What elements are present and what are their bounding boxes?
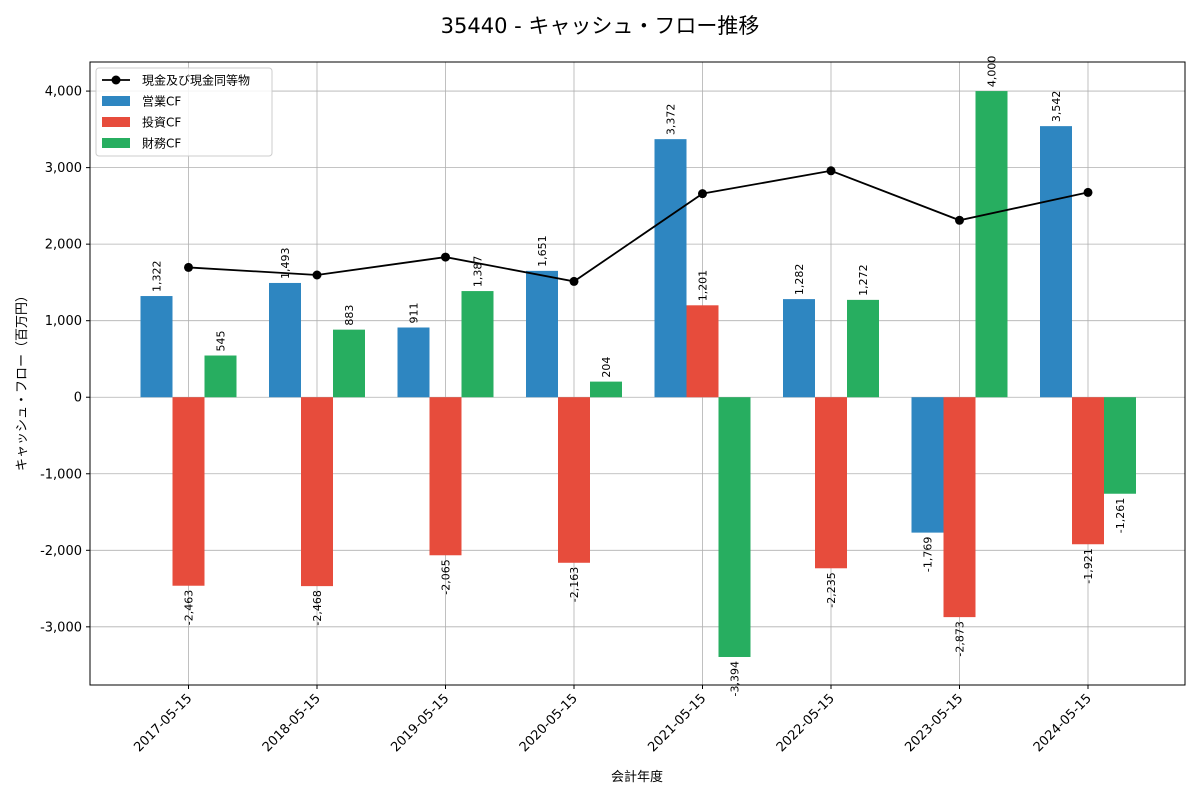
legend-label: 現金及び現金同等物 xyxy=(142,73,250,88)
cash-line-point xyxy=(1083,187,1093,197)
operating-data-label: 3,372 xyxy=(665,104,678,136)
operating-bar xyxy=(1040,126,1072,398)
operating-bar xyxy=(911,397,944,533)
chart-title: 35440 - キャッシュ・フロー推移 xyxy=(441,14,760,38)
cash-line-point xyxy=(441,252,450,262)
x-tick-label: 2018-05-15 xyxy=(260,691,324,755)
financing-data-label: 545 xyxy=(215,331,228,352)
y-tick-label: -1,000 xyxy=(40,467,82,482)
cash-line-point xyxy=(955,215,964,225)
y-axis-label: キャッシュ・フロー（百万円） xyxy=(15,289,30,471)
operating-bar xyxy=(140,296,173,398)
investing-bar xyxy=(558,397,590,563)
axes: -3,000 -2,000 -1,000 0 1,000 2,000 3,000 4,000 2… xyxy=(40,61,1186,755)
operating-bar xyxy=(397,327,430,398)
legend-box xyxy=(95,67,273,157)
financing-data-label: -1,261 xyxy=(1114,498,1127,533)
operating-data-label: 911 xyxy=(408,303,421,324)
financing-data-label: 204 xyxy=(600,357,613,378)
cash-line-point xyxy=(569,276,579,286)
financing-bar xyxy=(461,291,494,398)
y-tick-label: 3,000 xyxy=(45,161,82,176)
y-tick-label: -2,000 xyxy=(40,544,82,559)
operating-bar xyxy=(526,270,558,398)
x-axis-label: 会計年度 xyxy=(611,769,663,785)
investing-data-label: -1,921 xyxy=(1082,548,1095,583)
x-tick-label: 2019-05-15 xyxy=(388,691,452,755)
cash-line xyxy=(184,166,1093,286)
financing-data-label: -3,394 xyxy=(729,661,742,696)
financing-bar xyxy=(975,91,1008,398)
financing-bar xyxy=(333,329,365,398)
financing-data-label: 1,272 xyxy=(857,264,870,296)
legend-swatch xyxy=(102,117,130,127)
financing-data-label: 1,387 xyxy=(472,256,485,288)
investing-data-label: -2,235 xyxy=(825,572,838,607)
operating-data-label: 3,542 xyxy=(1050,91,1063,123)
legend-label: 投資CF xyxy=(142,115,181,130)
operating-data-label: 1,282 xyxy=(793,264,806,296)
investing-data-label: -2,065 xyxy=(440,559,453,594)
investing-data-label: -2,163 xyxy=(568,567,581,602)
operating-data-label: 1,493 xyxy=(279,247,292,279)
cash-line-point xyxy=(826,166,836,176)
x-tick-label: 2017-05-15 xyxy=(131,691,195,755)
x-tick-label: 2023-05-15 xyxy=(902,691,966,755)
legend-swatch xyxy=(102,96,130,106)
legend-swatch xyxy=(102,138,130,148)
plot-frame xyxy=(89,61,1186,686)
investing-bar xyxy=(429,397,462,556)
investing-data-label: -2,873 xyxy=(954,621,967,656)
data-labels: 1,322 1,493 911 1,651 3,372 1,282 -1,769 3,542 -… xyxy=(151,56,1128,697)
investing-bar xyxy=(686,305,719,398)
investing-bar xyxy=(1072,397,1104,545)
cash-line-path xyxy=(188,169,1089,283)
operating-bar xyxy=(783,299,815,398)
financing-data-label: 883 xyxy=(343,305,356,326)
y-tick-label: 0 xyxy=(74,391,82,406)
y-tick-label: 4,000 xyxy=(45,85,82,100)
financing-data-label: 4,000 xyxy=(986,56,999,88)
operating-data-label: 1,651 xyxy=(536,235,549,267)
investing-data-label: 1,201 xyxy=(697,270,710,302)
cash-line-point xyxy=(184,262,193,272)
y-tick-label: 2,000 xyxy=(45,238,82,253)
x-tick-label: 2020-05-15 xyxy=(517,691,581,755)
financing-bar xyxy=(1104,397,1136,494)
cash-line-point xyxy=(698,189,707,199)
operating-bar xyxy=(654,139,687,398)
bars xyxy=(140,91,1136,657)
investing-data-label: -2,468 xyxy=(311,590,324,625)
investing-bar xyxy=(172,397,205,586)
x-tick-label: 2021-05-15 xyxy=(645,691,709,755)
investing-bar xyxy=(301,397,333,587)
investing-bar xyxy=(943,397,976,618)
operating-data-label: 1,322 xyxy=(151,261,164,293)
financing-bar xyxy=(847,299,879,398)
financing-bar xyxy=(718,397,751,657)
y-tick-label: -3,000 xyxy=(40,620,82,635)
legend-line-marker xyxy=(111,75,121,85)
operating-bar xyxy=(269,282,301,398)
financing-bar xyxy=(204,355,237,398)
x-tick-label: 2022-05-15 xyxy=(774,691,838,755)
legend-label: 財務CF xyxy=(142,136,181,151)
investing-data-label: -2,463 xyxy=(183,590,196,625)
cash-line-point xyxy=(312,270,322,280)
operating-data-label: -1,769 xyxy=(922,537,935,572)
financing-bar xyxy=(590,381,622,398)
investing-bar xyxy=(815,397,847,569)
x-tick-label: 2024-05-15 xyxy=(1031,691,1095,755)
legend-label: 営業CF xyxy=(142,95,181,109)
y-tick-label: 1,000 xyxy=(45,314,82,329)
